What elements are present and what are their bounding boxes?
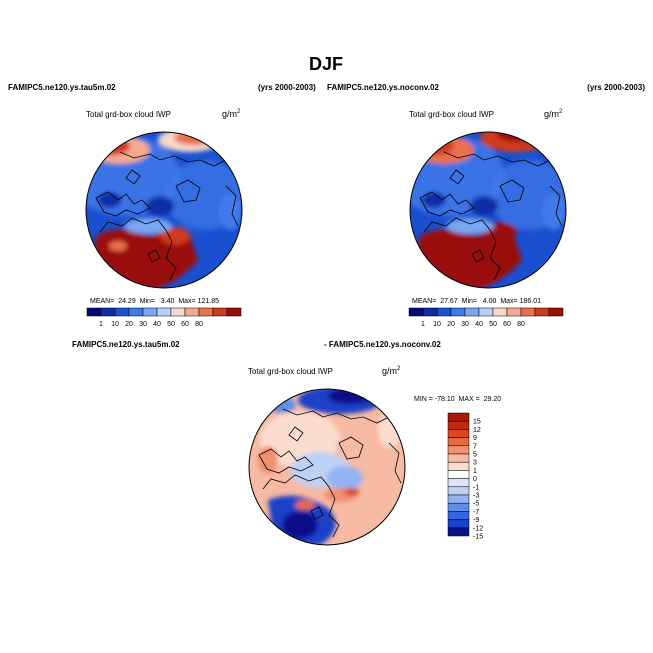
colorbar-tick-label: -12 <box>473 525 483 532</box>
colorbar-swatch <box>447 429 470 438</box>
panel-b-field <box>410 132 566 288</box>
colorbar-swatch <box>128 307 144 317</box>
panel-c-field <box>249 389 405 545</box>
colorbar-swatch <box>534 307 550 317</box>
colorbar-tick-label: 60 <box>181 321 189 328</box>
diff-caption-b: - FAMIPC5.ne120.ys.noconv.02 <box>324 340 441 349</box>
colorbar-tick-label: 30 <box>461 321 469 328</box>
colorbar-swatch <box>142 307 158 317</box>
panel-b-units: g/m2 <box>544 109 563 119</box>
colorbar-tick-label: -3 <box>473 493 479 500</box>
colorbar-tick-label: 3 <box>473 460 477 467</box>
panel-b-stats: MEAN= 27.67 Min= 4.00 Max= 186.01 <box>412 298 541 305</box>
panel-b-colorbar: 1 10 20 30 40 50 60 80 <box>408 307 564 328</box>
colorbar-swatch <box>447 437 470 447</box>
colorbar-tick-label: 7 <box>473 443 477 450</box>
colorbar-swatch <box>447 420 470 430</box>
colorbar-swatch <box>447 519 470 529</box>
colorbar-swatch <box>184 307 200 317</box>
figure-title: DJF <box>309 54 343 74</box>
colorbar-tick-label: 60 <box>503 321 511 328</box>
colorbar-tick-label: -1 <box>473 484 479 491</box>
colorbar-swatch <box>226 307 242 317</box>
colorbar-tick-label: -15 <box>473 534 483 541</box>
colorbar-tick-label: 40 <box>153 321 161 328</box>
colorbar-swatch <box>422 307 438 317</box>
colorbar-tick-label: 50 <box>489 321 497 328</box>
colorbar-tick-label: 1 <box>99 321 103 328</box>
colorbar-tick-label: 5 <box>473 452 477 459</box>
colorbar-tick-label: 20 <box>447 321 455 328</box>
panel-a-title: Total grd-box cloud IWP <box>86 110 171 119</box>
colorbar-tick-label: 40 <box>475 321 483 328</box>
colorbar-swatch <box>464 307 480 317</box>
colorbar-tick-label: 30 <box>139 321 147 328</box>
colorbar-swatch <box>447 461 470 471</box>
colorbar-tick-label: 1 <box>421 321 425 328</box>
colorbar-swatch <box>212 307 228 317</box>
colorbar-tick-label: 20 <box>125 321 133 328</box>
panel-b-title: Total grd-box cloud IWP <box>409 110 494 119</box>
right-years-caption: (yrs 2000-2003) <box>587 83 645 92</box>
colorbar-swatch <box>198 307 214 317</box>
map-panel-noconv: Total grd-box cloud IWP g/m2 <box>408 109 567 328</box>
colorbar-swatch <box>447 511 470 520</box>
colorbar-tick-label: 15 <box>473 419 481 426</box>
left-run-caption: FAMIPC5.ne120.ys.tau5m.02 <box>8 83 116 92</box>
colorbar-swatch <box>548 307 564 317</box>
colorbar-tick-label: -9 <box>473 517 479 524</box>
map-panel-difference: Total grd-box cloud IWP g/m2 <box>248 366 501 546</box>
colorbar-tick-label: -7 <box>473 509 479 516</box>
right-run-caption: FAMIPC5.ne120.ys.noconv.02 <box>327 83 439 92</box>
colorbar-tick-label: 9 <box>473 435 477 442</box>
colorbar-tick-label: 80 <box>195 321 203 328</box>
colorbar-tick-label: 12 <box>473 427 481 434</box>
colorbar-swatch <box>156 307 172 317</box>
colorbar-swatch <box>436 307 452 317</box>
colorbar-swatch <box>170 307 186 317</box>
colorbar-swatch <box>478 307 494 317</box>
colorbar-swatch <box>520 307 536 317</box>
left-years-caption: (yrs 2000-2003) <box>258 83 316 92</box>
colorbar-swatch <box>447 502 470 512</box>
colorbar-swatch <box>447 486 470 496</box>
colorbar-swatch <box>447 527 470 537</box>
colorbar-swatch <box>447 470 470 479</box>
colorbar-swatch <box>447 445 470 455</box>
map-panel-tau5m: Total grd-box cloud IWP g/m2 <box>85 109 243 328</box>
colorbar-swatch <box>447 478 470 488</box>
panel-c-title: Total grd-box cloud IWP <box>248 367 333 376</box>
panel-a-field <box>86 132 242 288</box>
colorbar-tick-label: 0 <box>473 476 477 483</box>
panel-a-colorbar: 1 10 20 30 40 50 60 80 <box>86 307 242 328</box>
colorbar-swatch <box>447 494 470 504</box>
panel-c-stats: MIN = -78.10 MAX = 29.20 <box>414 396 501 403</box>
colorbar-swatch <box>447 453 470 463</box>
diff-caption-a: FAMIPC5.ne120.ys.tau5m.02 <box>72 340 180 349</box>
colorbar-tick-label: 1 <box>473 468 477 475</box>
panel-a-stats: MEAN= 24.29 Min= 3.40 Max= 121.85 <box>90 298 219 305</box>
colorbar-tick-label: 10 <box>111 321 119 328</box>
colorbar-tick-label: -5 <box>473 501 479 508</box>
colorbar-swatch <box>506 307 522 317</box>
colorbar-swatch <box>86 307 102 317</box>
colorbar-tick-label: 10 <box>433 321 441 328</box>
colorbar-swatch <box>408 307 424 317</box>
colorbar-swatch <box>450 307 466 317</box>
panel-c-units: g/m2 <box>382 366 401 376</box>
colorbar-swatch <box>447 412 470 422</box>
colorbar-tick-label: 80 <box>517 321 525 328</box>
colorbar-tick-label: 50 <box>167 321 175 328</box>
colorbar-swatch <box>100 307 116 317</box>
colorbar-swatch <box>492 307 508 317</box>
panel-a-units: g/m2 <box>222 109 241 119</box>
colorbar-swatch <box>114 307 130 317</box>
